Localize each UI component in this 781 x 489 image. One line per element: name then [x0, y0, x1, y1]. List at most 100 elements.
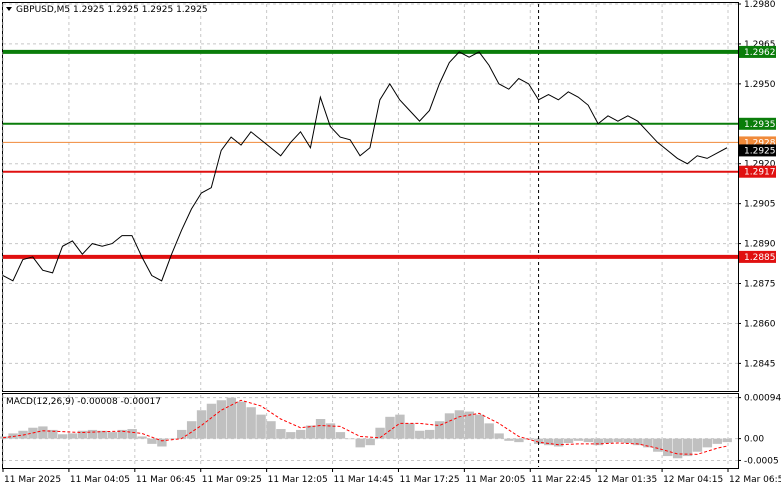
price-tick-label: 1.2965: [744, 40, 776, 50]
macd-bar: [325, 423, 336, 439]
time-tick-label: 11 Mar 17:25: [399, 475, 459, 485]
level-lines: [3, 49, 738, 259]
current-price-box: [739, 144, 776, 157]
macd-bar: [434, 421, 445, 439]
macd-bar: [613, 438, 623, 443]
dropdown-triangle-icon[interactable]: [6, 7, 12, 11]
macd-bar: [474, 414, 484, 439]
macd-bar: [58, 434, 68, 439]
macd-bar: [196, 410, 207, 439]
macd-bar: [38, 426, 48, 439]
macd-bar: [692, 438, 703, 452]
macd-bar: [385, 416, 395, 439]
time-tick-label: 11 Mar 20:05: [465, 475, 525, 485]
time-tick-label: 11 Mar 04:05: [70, 475, 130, 485]
time-axis: 11 Mar 2025 11 Mar 04:05 11 Mar 06:45 11 Ma…: [2, 468, 781, 485]
macd-bar: [712, 438, 722, 444]
macd-bar: [305, 425, 316, 439]
time-tick-label: 11 Mar 22:45: [531, 475, 591, 485]
macd-bar: [633, 438, 643, 446]
macd-bar: [276, 429, 286, 439]
macd-bar: [672, 438, 683, 459]
price-tick-label: 1.2980: [744, 0, 776, 10]
macd-bar: [603, 438, 613, 443]
macd-bar: [137, 436, 147, 439]
macd-bar: [662, 438, 673, 457]
macd-bar: [266, 421, 276, 439]
time-tick-label: 11 Mar 09:25: [202, 475, 262, 485]
macd-bar: [48, 429, 58, 439]
macd-bar: [355, 438, 365, 448]
main-chart-frame: [2, 2, 739, 392]
macd-bar: [256, 414, 266, 439]
macd-bar: [583, 438, 594, 443]
main-grid: [2, 3, 738, 390]
macd-bar: [543, 438, 554, 446]
macd-bar: [375, 427, 385, 439]
macd-bar: [335, 432, 346, 439]
macd-bar: [563, 438, 574, 443]
macd-bar: [514, 438, 524, 443]
level-label: 1.2962: [744, 48, 776, 58]
macd-bar: [87, 429, 98, 439]
macd-histogram: [0, 397, 732, 459]
macd-bar: [147, 438, 157, 444]
macd-bar: [722, 438, 732, 443]
price-tick-label: 1.2905: [744, 200, 776, 210]
macd-bar: [454, 410, 465, 439]
time-tick-label: 11 Mar 14:45: [334, 475, 394, 485]
macd-bar: [226, 397, 237, 439]
macd-bar: [117, 429, 127, 439]
macd-bar: [573, 438, 584, 441]
macd-tick-label: 0.00094: [744, 394, 781, 404]
macd-bar: [643, 438, 653, 448]
macd-bar: [534, 438, 544, 444]
macd-bar: [702, 438, 713, 448]
price-line: [2, 51, 728, 282]
time-tick-label: 11 Mar 12:05: [268, 475, 328, 485]
level-label-box: [739, 165, 776, 178]
price-tick-label: 1.2875: [744, 280, 776, 290]
macd-bar: [504, 438, 514, 441]
macd-bar: [464, 411, 475, 439]
level-price-labels: 1.2962 1.2935 1.2928 1.2917 1.2885 1.2925: [739, 45, 776, 263]
macd-bar: [127, 429, 137, 439]
macd-bar: [444, 413, 455, 439]
macd-bar: [97, 430, 108, 439]
macd-bar: [107, 432, 117, 439]
macd-bar: [296, 429, 306, 439]
time-tick-label: 11 Mar 2025: [4, 475, 61, 485]
level-label-box: [739, 250, 776, 263]
current-price-label: 1.2925: [744, 146, 776, 156]
level-label: 1.2935: [744, 120, 776, 130]
macd-bar: [157, 438, 167, 447]
level-label: 1.2917: [744, 168, 776, 178]
macd-bar: [286, 432, 296, 439]
symbol-header: GBPUSD,M5 1.2925 1.2925 1.2925 1.2925: [16, 5, 208, 15]
price-tick-label: 1.2890: [744, 240, 776, 250]
macd-axis: 0.00094 0.00 -0.0005: [738, 394, 781, 466]
time-tick-label: 11 Mar 06:45: [136, 475, 196, 485]
macd-bar: [236, 401, 246, 439]
macd-bar: [77, 430, 88, 439]
macd-bar: [484, 423, 494, 439]
macd-bar: [593, 438, 603, 446]
macd-bar: [246, 407, 256, 439]
macd-bar: [315, 419, 326, 439]
macd-bar: [623, 438, 633, 443]
price-tick-label: 1.2920: [744, 160, 776, 170]
level-label-box: [739, 45, 776, 58]
macd-label: MACD(12,26,9) -0.00008 -0.00017: [6, 397, 161, 407]
macd-bar: [365, 438, 375, 446]
level-label: 1.2928: [744, 138, 776, 148]
time-tick-label: 12 Mar 06:55: [729, 475, 781, 485]
price-tick-label: 1.2860: [744, 319, 776, 329]
macd-bar: [167, 438, 177, 440]
macd-bar: [206, 403, 217, 439]
macd-bar: [395, 414, 405, 439]
macd-tick-label: 0.00: [744, 435, 764, 445]
macd-bar: [415, 430, 425, 439]
price-tick-label: 1.2845: [744, 359, 776, 369]
macd-bar: [424, 429, 435, 439]
